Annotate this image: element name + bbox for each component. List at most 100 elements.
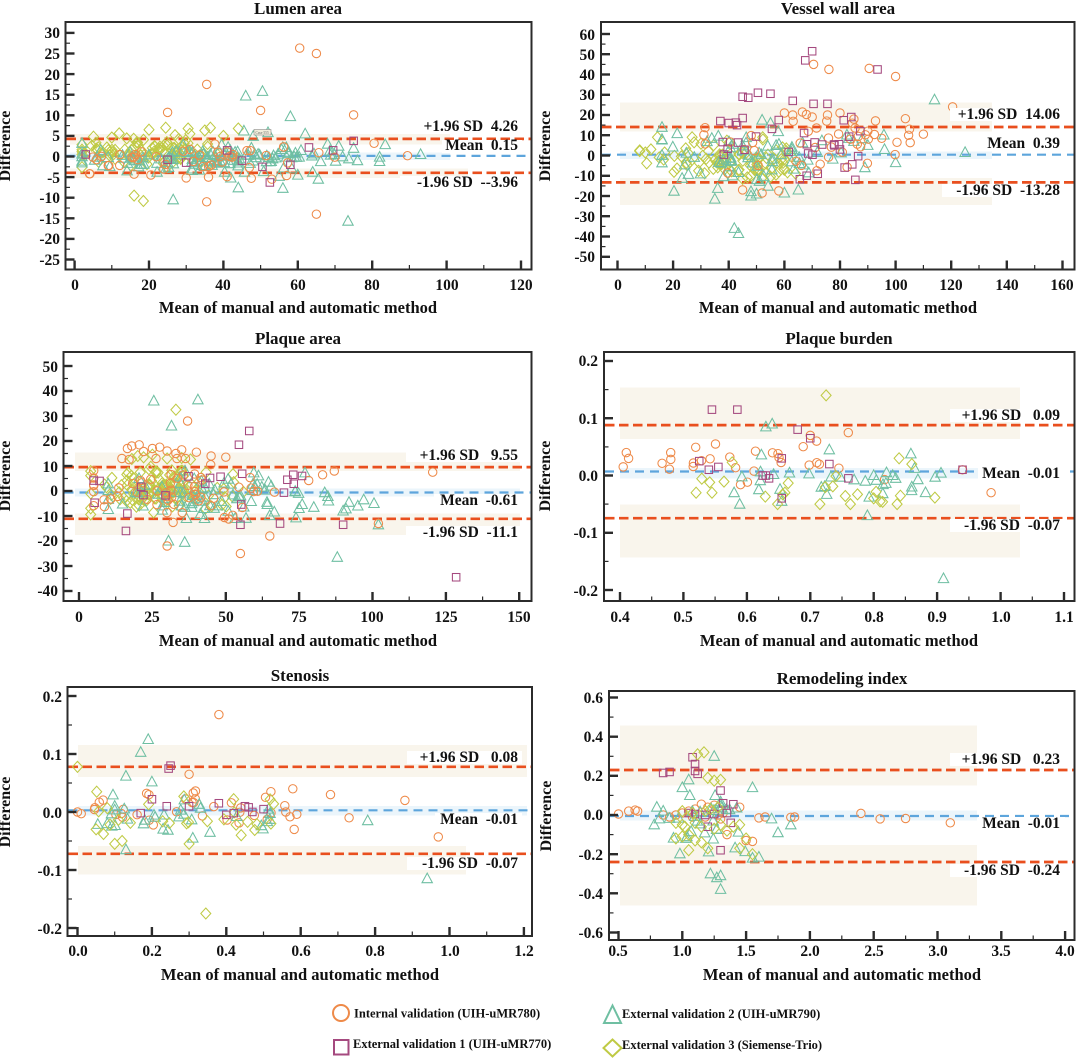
svg-text:0.4: 0.4 [216, 943, 236, 960]
svg-text:-1.96 SD -0.07: -1.96 SD -0.07 [964, 517, 1060, 534]
svg-text:-20: -20 [37, 533, 58, 550]
svg-text:140: 140 [995, 277, 1019, 294]
svg-text:0.0: 0.0 [584, 807, 604, 824]
svg-text:30: 30 [45, 25, 61, 42]
svg-text:10: 10 [45, 108, 61, 125]
svg-text:0.6: 0.6 [737, 609, 757, 626]
svg-text:-1.96 SD -11.1: -1.96 SD -11.1 [423, 524, 518, 541]
svg-text:60: 60 [290, 277, 306, 294]
svg-text:0: 0 [614, 277, 622, 294]
svg-text:1.0: 1.0 [672, 943, 692, 960]
svg-text:-30: -30 [37, 559, 58, 576]
svg-text:+1.96 SD 0.23: +1.96 SD 0.23 [962, 751, 1061, 768]
svg-text:20: 20 [580, 107, 596, 124]
svg-text:0.1: 0.1 [579, 411, 598, 428]
svg-text:-10: -10 [574, 168, 595, 185]
svg-text:-1.96 SD -13.28: -1.96 SD -13.28 [956, 182, 1060, 199]
svg-text:0.7: 0.7 [800, 609, 820, 626]
svg-text:0.0: 0.0 [579, 468, 599, 485]
svg-text:1.0: 1.0 [991, 609, 1011, 626]
svg-text:3.0: 3.0 [928, 943, 948, 960]
svg-text:-30: -30 [574, 209, 595, 226]
svg-text:External validation 3 (Siemens: External validation 3 (Siemense-Trio) [622, 1038, 822, 1052]
svg-text:75: 75 [291, 609, 307, 626]
svg-text:-0.4: -0.4 [578, 886, 603, 903]
svg-text:0: 0 [50, 483, 58, 500]
svg-text:50: 50 [43, 359, 59, 376]
svg-text:Mean -0.01: Mean -0.01 [982, 815, 1060, 832]
svg-text:1.5: 1.5 [736, 943, 756, 960]
svg-text:0.2: 0.2 [43, 689, 63, 706]
svg-text:2.5: 2.5 [864, 943, 884, 960]
svg-text:0.0: 0.0 [43, 805, 63, 822]
svg-text:+1.96 SD 0.08: +1.96 SD 0.08 [420, 749, 519, 766]
svg-text:Remodeling index: Remodeling index [777, 669, 908, 688]
svg-text:+1.96 SD 0.09: +1.96 SD 0.09 [962, 407, 1061, 424]
svg-text:80: 80 [832, 277, 848, 294]
svg-text:Plaque area: Plaque area [255, 329, 342, 348]
svg-text:-0.2: -0.2 [37, 921, 62, 938]
svg-text:20: 20 [43, 433, 59, 450]
svg-text:25: 25 [45, 46, 61, 63]
svg-text:1.0: 1.0 [440, 943, 460, 960]
svg-text:0.6: 0.6 [291, 943, 311, 960]
svg-text:20: 20 [665, 277, 681, 294]
svg-text:-20: -20 [39, 231, 60, 248]
svg-text:1.1: 1.1 [1054, 609, 1073, 626]
svg-text:Mean of manual and automatic m: Mean of manual and automatic method [159, 631, 437, 650]
svg-text:Difference: Difference [0, 441, 14, 512]
svg-text:Difference: Difference [538, 781, 555, 852]
svg-text:External validation 2 (UIH-uMR: External validation 2 (UIH-uMR790) [622, 1007, 820, 1021]
svg-text:0.8: 0.8 [365, 943, 385, 960]
svg-text:160: 160 [1050, 277, 1074, 294]
svg-text:Mean 0.39: Mean 0.39 [987, 135, 1060, 152]
svg-text:External validation 1 (UIH-uMR: External validation 1 (UIH-uMR770) [353, 1037, 551, 1051]
svg-text:-10: -10 [39, 190, 60, 207]
svg-text:0.5: 0.5 [673, 609, 693, 626]
svg-text:+1.96 SD 14.06: +1.96 SD 14.06 [958, 106, 1061, 123]
svg-text:-20: -20 [574, 189, 595, 206]
svg-text:Mean 0.15: Mean 0.15 [445, 137, 518, 154]
svg-text:Plaque burden: Plaque burden [785, 329, 893, 348]
svg-text:Mean of manual and automatic m: Mean of manual and automatic method [703, 965, 981, 984]
svg-text:Stenosis: Stenosis [271, 666, 330, 685]
svg-text:-25: -25 [39, 252, 60, 269]
svg-text:Difference: Difference [0, 111, 14, 182]
svg-text:30: 30 [43, 409, 59, 426]
svg-text:Mean of manual and automatic m: Mean of manual and automatic method [699, 298, 977, 317]
svg-text:0.6: 0.6 [584, 690, 604, 707]
svg-text:-0.1: -0.1 [573, 525, 598, 542]
svg-text:100: 100 [884, 277, 908, 294]
svg-text:Mean of manual and automatic m: Mean of manual and automatic method [700, 631, 978, 650]
svg-text:Vessel wall area: Vessel wall area [781, 0, 896, 18]
svg-text:-10: -10 [37, 509, 58, 526]
svg-text:Difference: Difference [0, 777, 14, 848]
svg-text:80: 80 [364, 277, 380, 294]
svg-text:100: 100 [435, 277, 459, 294]
svg-text:+1.96 SD 4.26: +1.96 SD 4.26 [423, 118, 518, 135]
svg-text:-0.6: -0.6 [578, 925, 603, 942]
svg-text:Mean -0.01: Mean -0.01 [982, 465, 1060, 482]
svg-text:50: 50 [218, 609, 234, 626]
svg-text:0: 0 [52, 149, 60, 166]
svg-text:0.8: 0.8 [864, 609, 884, 626]
svg-text:-1.96 SD -0.24: -1.96 SD -0.24 [964, 862, 1060, 879]
svg-text:-40: -40 [37, 583, 58, 600]
svg-text:0: 0 [587, 148, 595, 165]
svg-text:-40: -40 [574, 229, 595, 246]
svg-text:Mean -0.61: Mean -0.61 [440, 492, 518, 509]
svg-text:40: 40 [215, 277, 231, 294]
svg-text:0.0: 0.0 [68, 943, 88, 960]
svg-text:0.5: 0.5 [608, 943, 628, 960]
svg-text:-5: -5 [47, 170, 60, 187]
svg-text:3.5: 3.5 [991, 943, 1011, 960]
svg-text:150: 150 [507, 609, 531, 626]
svg-text:-1.96 SD -0.07: -1.96 SD -0.07 [422, 855, 518, 872]
svg-text:50: 50 [580, 47, 596, 64]
svg-text:0.4: 0.4 [584, 729, 604, 746]
svg-text:0.1: 0.1 [43, 747, 62, 764]
svg-text:120: 120 [939, 277, 963, 294]
svg-text:100: 100 [360, 609, 384, 626]
svg-text:0.4: 0.4 [610, 609, 630, 626]
svg-text:-0.1: -0.1 [37, 863, 62, 880]
